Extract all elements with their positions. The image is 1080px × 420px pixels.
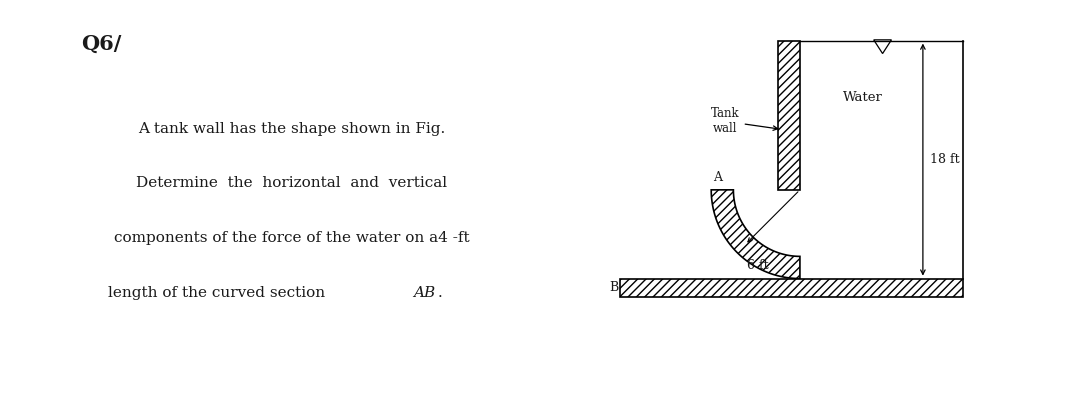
Text: Q6/: Q6/ [81, 34, 121, 54]
Text: A tank wall has the shape shown in Fig.: A tank wall has the shape shown in Fig. [138, 122, 445, 136]
Text: components of the force of the water on a4 -ft: components of the force of the water on … [113, 231, 470, 245]
Text: A: A [713, 171, 723, 184]
Text: length of the curved section: length of the curved section [108, 286, 330, 299]
Text: .: . [437, 286, 442, 299]
Text: Water: Water [842, 91, 882, 104]
Text: B: B [609, 281, 619, 294]
Text: 6 ft: 6 ft [747, 259, 769, 272]
Polygon shape [778, 41, 800, 190]
Polygon shape [874, 40, 891, 54]
Text: 18 ft: 18 ft [930, 153, 960, 166]
Text: Tank
wall: Tank wall [711, 107, 778, 135]
Text: Determine  the  horizontal  and  vertical: Determine the horizontal and vertical [136, 176, 447, 190]
Polygon shape [712, 190, 800, 278]
Polygon shape [621, 278, 963, 297]
Text: AB: AB [414, 286, 436, 299]
